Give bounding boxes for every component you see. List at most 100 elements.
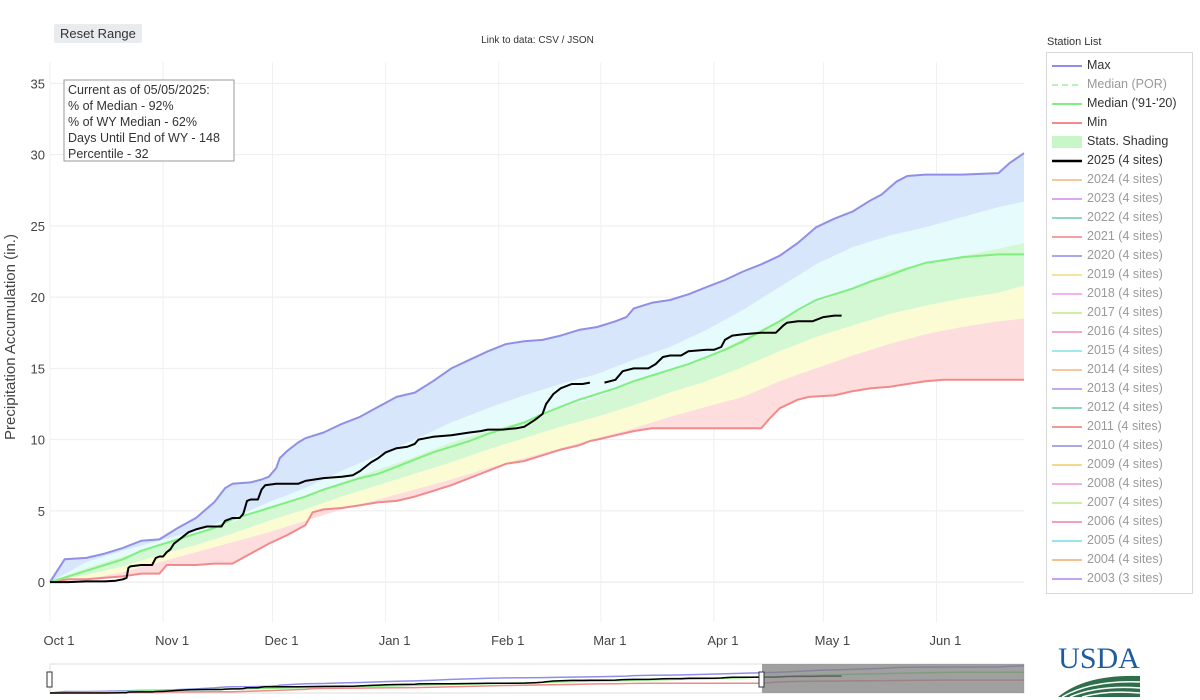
- info-box-line: Days Until End of WY - 148: [68, 131, 220, 145]
- legend-swatch: [1052, 369, 1082, 371]
- legend-label: Max: [1087, 58, 1111, 72]
- legend-item[interactable]: Stats. Shading: [1047, 133, 1194, 152]
- info-box-line: Current as of 05/05/2025:: [68, 83, 210, 97]
- legend-item[interactable]: 2023 (4 sites): [1047, 190, 1194, 209]
- legend-item[interactable]: 2024 (4 sites): [1047, 171, 1194, 190]
- legend-swatch: [1052, 122, 1082, 124]
- legend-swatch: [1052, 136, 1082, 148]
- range-slider: [46, 663, 1025, 694]
- legend-label: 2015 (4 sites): [1087, 343, 1163, 357]
- legend-item[interactable]: 2004 (4 sites): [1047, 551, 1194, 570]
- legend-item[interactable]: 2006 (4 sites): [1047, 513, 1194, 532]
- legend-item[interactable]: 2003 (3 sites): [1047, 570, 1194, 589]
- y-tick-label: 15: [31, 361, 45, 376]
- legend-swatch: [1052, 407, 1082, 409]
- legend-swatch: [1052, 312, 1082, 314]
- x-tick-label: Nov 1: [155, 633, 189, 648]
- current-year-series-line: [50, 314, 842, 584]
- legend-label: 2012 (4 sites): [1087, 400, 1163, 414]
- legend-swatch: [1052, 293, 1082, 295]
- data-link[interactable]: Link to data: CSV / JSON: [481, 35, 594, 46]
- y-tick-label: 35: [31, 76, 45, 91]
- legend-item[interactable]: 2017 (4 sites): [1047, 304, 1194, 323]
- legend-swatch: [1052, 578, 1082, 580]
- legend-label: Stats. Shading: [1087, 134, 1169, 148]
- legend-swatch: [1052, 464, 1082, 466]
- legend-swatch: [1052, 255, 1082, 257]
- legend-item[interactable]: 2014 (4 sites): [1047, 361, 1194, 380]
- legend-item[interactable]: 2007 (4 sites): [1047, 494, 1194, 513]
- legend-item[interactable]: 2009 (4 sites): [1047, 456, 1194, 475]
- usda-logo-text: USDA: [1058, 642, 1140, 675]
- x-tick-label: Jan 1: [379, 633, 411, 648]
- range-handle-left[interactable]: [46, 671, 53, 688]
- x-tick-label: Dec 1: [265, 633, 299, 648]
- y-axis-label: Precipitation Accumulation (in.): [2, 234, 19, 440]
- y-tick-label: 25: [31, 219, 45, 234]
- legend-swatch: [1052, 274, 1082, 276]
- legend-label: 2016 (4 sites): [1087, 324, 1163, 338]
- legend-item[interactable]: 2019 (4 sites): [1047, 266, 1194, 285]
- legend-swatch: [1052, 65, 1082, 67]
- y-tick-label: 30: [31, 148, 45, 163]
- legend-item[interactable]: 2021 (4 sites): [1047, 228, 1194, 247]
- legend-label: 2004 (4 sites): [1087, 552, 1163, 566]
- y-tick-label: 10: [31, 433, 45, 448]
- legend-label: 2022 (4 sites): [1087, 210, 1163, 224]
- legend: Max Median (POR) Median ('91-'20) Min Stats.…: [1046, 52, 1193, 594]
- legend-title: Station List: [1047, 36, 1102, 48]
- legend-swatch: [1052, 103, 1082, 105]
- legend-item[interactable]: Median (POR): [1047, 76, 1194, 95]
- range-current-line: [50, 675, 842, 694]
- legend-item[interactable]: 2020 (4 sites): [1047, 247, 1194, 266]
- legend-swatch: [1052, 388, 1082, 390]
- y-tick-label: 20: [31, 290, 45, 305]
- legend-item[interactable]: 2018 (4 sites): [1047, 285, 1194, 304]
- band-p50-p30: [50, 285, 1024, 583]
- legend-item[interactable]: 2005 (4 sites): [1047, 532, 1194, 551]
- legend-item[interactable]: 2025 (4 sites): [1047, 152, 1194, 171]
- reset-range-button[interactable]: Reset Range: [54, 24, 142, 43]
- legend-label: Median ('91-'20): [1087, 96, 1177, 110]
- legend-item[interactable]: 2013 (4 sites): [1047, 380, 1194, 399]
- legend-item[interactable]: 2016 (4 sites): [1047, 323, 1194, 342]
- legend-label: 2010 (4 sites): [1087, 438, 1163, 452]
- legend-swatch: [1052, 236, 1082, 238]
- legend-label: 2013 (4 sites): [1087, 381, 1163, 395]
- legend-label: Min: [1087, 115, 1108, 129]
- legend-label: 2024 (4 sites): [1087, 172, 1163, 186]
- legend-label: 2020 (4 sites): [1087, 248, 1163, 262]
- legend-label: 2017 (4 sites): [1087, 305, 1163, 319]
- x-tick-label: Apr 1: [707, 633, 738, 648]
- range-handle-right[interactable]: [758, 671, 765, 688]
- usda-logo: USDA: [1058, 642, 1140, 698]
- y-tick-label: 5: [38, 504, 45, 519]
- band-p30-min: [50, 318, 1024, 583]
- legend-label: 2025 (4 sites): [1087, 153, 1163, 167]
- legend-item[interactable]: 2011 (4 sites): [1047, 418, 1194, 437]
- info-box: Current as of 05/05/2025: % of Median - 9…: [63, 79, 235, 162]
- info-box-line: Percentile - 32: [68, 147, 149, 161]
- info-box-frame: [63, 79, 235, 162]
- x-tick-label: Mar 1: [593, 633, 626, 648]
- legend-swatch: [1052, 217, 1082, 219]
- x-tick-label: Oct 1: [43, 633, 74, 648]
- legend-item[interactable]: Max: [1047, 57, 1194, 76]
- median-series-line: [49, 253, 1024, 584]
- legend-item[interactable]: 2008 (4 sites): [1047, 475, 1194, 494]
- x-tick-label: Jun 1: [930, 633, 962, 648]
- legend-swatch: [1052, 559, 1082, 561]
- legend-item[interactable]: 2012 (4 sites): [1047, 399, 1194, 418]
- legend-swatch: [1052, 179, 1082, 181]
- legend-item[interactable]: 2010 (4 sites): [1047, 437, 1194, 456]
- legend-item[interactable]: Min: [1047, 114, 1194, 133]
- legend-item[interactable]: 2022 (4 sites): [1047, 209, 1194, 228]
- y-tick-label: 0: [38, 575, 45, 590]
- band-p90-p70: [50, 201, 1024, 583]
- legend-label: 2009 (4 sites): [1087, 457, 1163, 471]
- legend-item[interactable]: 2015 (4 sites): [1047, 342, 1194, 361]
- legend-label: 2007 (4 sites): [1087, 495, 1163, 509]
- legend-label: 2008 (4 sites): [1087, 476, 1163, 490]
- legend-item[interactable]: Median ('91-'20): [1047, 95, 1194, 114]
